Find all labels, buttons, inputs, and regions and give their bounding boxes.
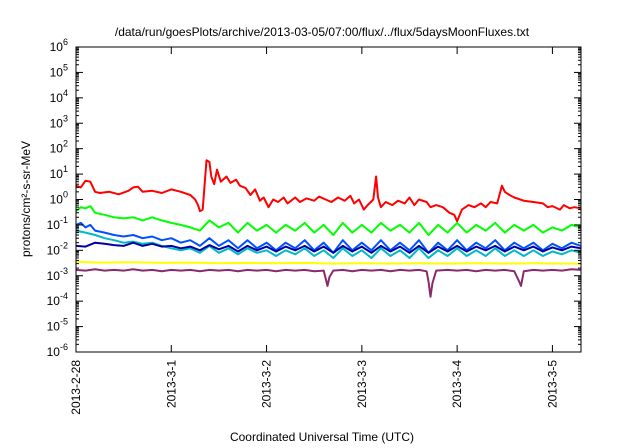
y-tick-label-0: 10-6	[47, 342, 68, 359]
series-line-4	[75, 241, 582, 254]
y-tick-label-4: 10-2	[47, 240, 68, 257]
chart-title: /data/run/goesPlots/archive/2013-03-05/0…	[115, 25, 530, 39]
y-tick-label-1: 10-5	[47, 317, 68, 334]
y-tick-label-12: 106	[50, 37, 68, 54]
y-tick-label-8: 102	[50, 139, 68, 156]
tick-layer	[75, 46, 581, 353]
series-line-3	[75, 221, 582, 254]
series-line-1	[75, 205, 582, 236]
y-tick-label-10: 104	[50, 88, 68, 105]
series-line-6	[75, 268, 582, 298]
y-tick-label-3: 10-3	[47, 266, 68, 283]
plot-frame	[75, 46, 582, 353]
x-tick-label-3: 2013-3-3	[355, 360, 369, 408]
x-tick-label-2: 2013-3-2	[260, 360, 274, 408]
y-tick-label-5: 10-1	[47, 215, 68, 232]
xlabel-layer: 2013-2-28 2013-3-1 2013-3-2 2013-3-3 2013-3-…	[69, 360, 559, 415]
x-axis-label: Coordinated Universal Time (UTC)	[230, 430, 414, 444]
x-tick-label-4: 2013-3-4	[450, 360, 464, 408]
y-tick-label-2: 10-4	[47, 291, 68, 308]
y-tick-label-7: 101	[50, 164, 68, 181]
series-line-0	[75, 159, 582, 223]
y-tick-label-9: 103	[50, 113, 68, 130]
y-tick-label-6: 100	[50, 190, 68, 207]
y-tick-label-11: 105	[50, 62, 68, 79]
series-layer	[75, 159, 582, 298]
x-tick-label-1: 2013-3-1	[164, 360, 178, 408]
x-tick-label-5: 2013-3-5	[545, 360, 559, 408]
y-axis-label: protons/cm²-s-sr-MeV	[19, 141, 33, 257]
x-tick-label-0: 2013-2-28	[69, 360, 83, 415]
ylabel-layer: 10-6 10-5 10-4 10-3 10-2 10-1 100 101 102 103 104 1…	[47, 37, 68, 359]
series-line-5	[75, 260, 581, 265]
